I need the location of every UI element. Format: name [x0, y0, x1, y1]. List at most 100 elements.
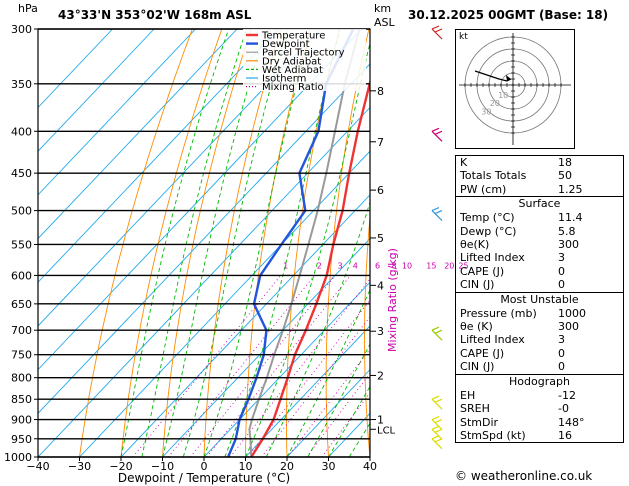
- isotherm-line: [38, 29, 321, 327]
- wet-adiabat-line: [286, 288, 370, 457]
- stat-label: θe (K): [460, 320, 493, 334]
- x-tick-label: 30: [322, 460, 336, 473]
- credit: © weatheronline.co.uk: [455, 469, 593, 483]
- wet-adiabat-line: [203, 29, 313, 457]
- height-tick-label: 4: [377, 279, 384, 292]
- dry-adiabat-line: [286, 29, 340, 457]
- wind-barb: [431, 207, 443, 222]
- wind-barb: [431, 425, 443, 440]
- stat-label: CIN (J): [460, 278, 495, 292]
- height-tick-label: 3: [377, 325, 384, 338]
- stat-value: 50: [558, 169, 572, 183]
- hodograph-ring-label: 30: [481, 108, 491, 117]
- pressure-tick-label: 450: [11, 167, 32, 180]
- isotherm-line: [38, 29, 279, 283]
- pressure-tick-label: 1000: [4, 451, 32, 464]
- isotherm-line: [38, 63, 370, 414]
- pressure-tick-label: 750: [11, 349, 32, 362]
- stat-row: θe(K) 300: [456, 238, 623, 251]
- mixing-ratio-label: 10: [402, 261, 412, 270]
- stat-value: 300: [558, 320, 579, 334]
- surface-title: Surface: [518, 197, 561, 211]
- pressure-tick-label: 850: [11, 393, 32, 406]
- height-tick-label: 7: [377, 136, 384, 149]
- legend-label: Mixing Ratio: [262, 82, 324, 93]
- isotherm-line: [120, 194, 370, 457]
- isotherm-line: [286, 368, 370, 457]
- wet-adiabat-line: [265, 200, 370, 457]
- isotherm-line: [203, 281, 370, 457]
- stat-label: CAPE (J): [460, 346, 505, 360]
- x-tick-label: 40: [363, 460, 377, 473]
- dry-adiabat-line: [402, 29, 428, 457]
- x-tick-label: 20: [280, 460, 294, 473]
- datetime-title: 30.12.2025 00GMT (Base: 18): [408, 8, 608, 22]
- stat-value: 5.8: [558, 224, 576, 238]
- mixing-ratio-label: 20: [444, 261, 454, 270]
- x-axis-label: Dewpoint / Temperature (°C): [118, 471, 290, 485]
- stat-value: 1000: [558, 306, 586, 320]
- pressure-tick-label: 500: [11, 205, 32, 218]
- stat-value: 0: [558, 264, 565, 278]
- stat-row: Lifted Index 3: [456, 333, 623, 346]
- isotherm-line: [162, 237, 370, 457]
- height-tick-label: 1: [377, 414, 384, 427]
- x-tick-label: 10: [239, 460, 253, 473]
- stat-label: θe(K): [460, 238, 490, 252]
- x-tick-label: −30: [68, 460, 91, 473]
- x-tick-label: −40: [26, 460, 49, 473]
- isotherm-line: [38, 29, 196, 196]
- isotherm-line: [38, 106, 370, 457]
- height-tick-label: 6: [377, 184, 384, 197]
- stat-label: EH: [460, 388, 476, 402]
- stat-label: K: [460, 156, 468, 169]
- parcel-trajectory-line: [248, 29, 361, 457]
- height-tick-label: 2: [377, 369, 384, 382]
- pressure-tick-label: 900: [11, 414, 32, 427]
- legend-label: Temperature: [261, 31, 325, 42]
- stat-value: 16: [558, 428, 572, 442]
- mixing-ratio-line: [190, 275, 336, 457]
- stat-value: 3: [558, 251, 565, 265]
- stat-label: CIN (J): [460, 360, 495, 374]
- wind-barb: [431, 435, 443, 450]
- mixing-ratio-line: [168, 275, 315, 457]
- mixing-ratio-labels: 1 2 3 4 6 8 10 15 20 25: [283, 261, 468, 270]
- stat-value: 148°: [558, 415, 585, 429]
- mixing-ratio-label: 1: [283, 261, 288, 270]
- stat-row: CAPE (J) 0: [456, 265, 623, 278]
- isotherm-line: [245, 325, 370, 457]
- pressure-tick-label: 400: [11, 125, 32, 138]
- pressure-tick-label: 950: [11, 433, 32, 446]
- stat-label: Pressure (mb): [460, 306, 537, 320]
- wind-barbs: [431, 25, 443, 450]
- storm-motion-marker: [506, 75, 511, 81]
- stat-label: Dewp (°C): [460, 224, 517, 238]
- stat-row: CAPE (J) 0: [456, 347, 623, 360]
- wet-adiabat-line: [182, 29, 288, 457]
- axes: −40 −30 −20 −10 0 10 20 30 40: [26, 457, 377, 473]
- pressure-tick-label: 350: [11, 78, 32, 91]
- legend-label: Isotherm: [262, 74, 306, 85]
- height-tick-label: LCL: [377, 425, 396, 436]
- pressure-tick-label: 800: [11, 372, 32, 385]
- pressure-tick-label: 600: [11, 269, 32, 282]
- mixing-ratio-label: 25: [458, 261, 468, 270]
- stat-label: Temp (°C): [460, 211, 515, 225]
- stat-value: 0: [558, 278, 565, 292]
- mixing-ratio-label: 3: [337, 261, 342, 270]
- isotherm-line: [38, 29, 155, 152]
- pressure-unit-label: hPa: [18, 2, 38, 15]
- wet-adiabat-line: [328, 385, 370, 457]
- legend-label: Dewpoint: [262, 39, 310, 50]
- stat-value: 11.4: [558, 211, 583, 225]
- wind-barb: [431, 25, 443, 40]
- hodograph-frame: [455, 29, 575, 149]
- mixing-ratio-label: 8: [391, 261, 396, 270]
- stat-value: 0: [558, 360, 565, 374]
- stat-row: SREH -0: [456, 402, 623, 415]
- isotherm-line: [38, 29, 113, 109]
- legend-label: Wet Adiabat: [262, 65, 323, 76]
